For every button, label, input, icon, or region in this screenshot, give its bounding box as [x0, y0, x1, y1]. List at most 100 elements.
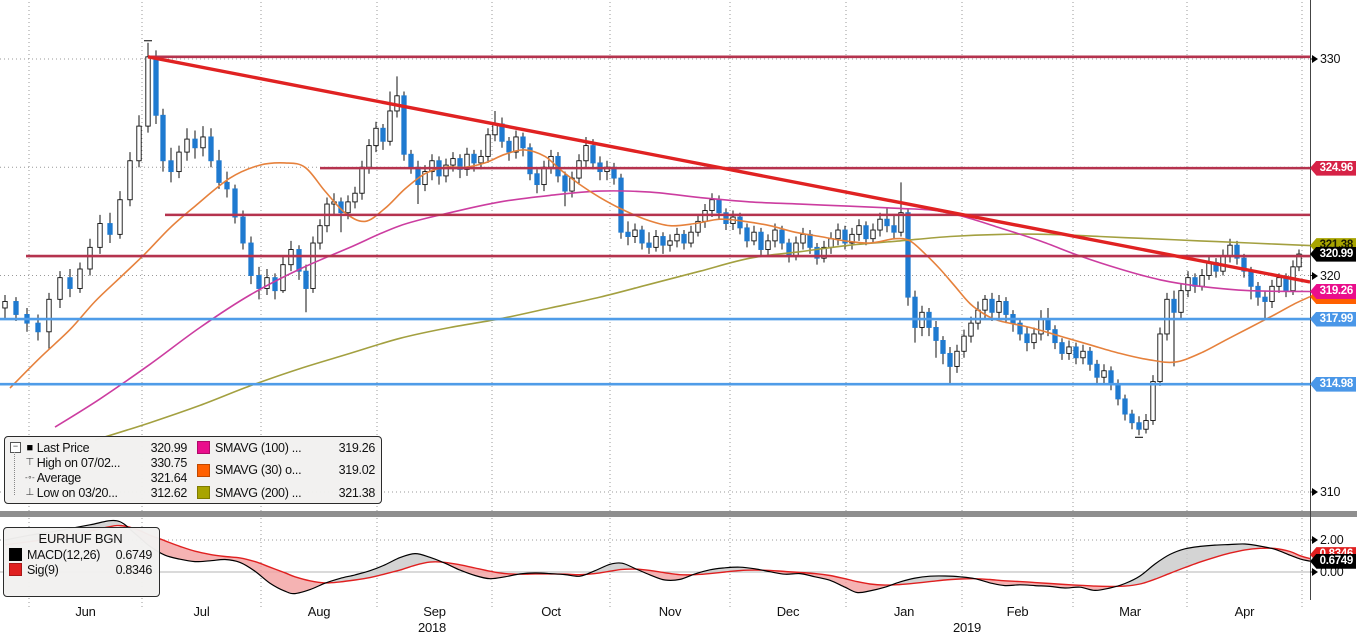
candle-down — [1248, 270, 1254, 287]
candle-down — [534, 173, 540, 186]
candle-up — [366, 145, 372, 168]
candle-up — [422, 171, 428, 186]
candle-down — [1262, 296, 1268, 302]
legend-value: 330.75 — [150, 455, 188, 470]
legend-value: 312.62 — [150, 485, 188, 500]
legend-row-smavg100[interactable]: SMAVG (100) ... 319.26 — [197, 440, 375, 455]
candle-down — [380, 127, 386, 142]
legend-row-sig[interactable]: Sig(9) 0.8346 — [9, 562, 152, 577]
candle-down — [153, 56, 159, 116]
candle-up — [1206, 262, 1212, 276]
candle-up — [184, 138, 190, 153]
macd-fill — [845, 578, 857, 593]
candle-up — [800, 233, 806, 244]
candle-down — [401, 95, 407, 155]
candle-up — [1269, 285, 1275, 302]
candle-down — [160, 114, 166, 162]
sig-line — [4, 524, 1311, 588]
candle-up — [310, 242, 316, 289]
legend-row-macd[interactable]: MACD(12,26) 0.6749 — [9, 547, 152, 562]
legend-label: Last Price — [36, 440, 90, 455]
candle-up — [485, 134, 491, 157]
candle-up — [1276, 277, 1282, 287]
candle-up — [176, 151, 182, 173]
candle-up — [828, 238, 834, 248]
candle-down — [891, 225, 897, 233]
candle-down — [863, 225, 869, 240]
candle-up — [127, 160, 133, 201]
legend-row-smavg200[interactable]: SMAVG (200) ... 321.38 — [197, 485, 375, 500]
candle-down — [1073, 346, 1079, 359]
macd-fill — [1140, 564, 1155, 584]
candle-up — [1164, 298, 1170, 335]
legend-row-average[interactable]: -∘- Average 321.64 — [23, 470, 187, 485]
smavg30-line — [9, 149, 1311, 389]
candle-down — [842, 229, 848, 244]
candle-down — [786, 242, 792, 257]
price-legend-box[interactable]: − ■ Last Price 320.99 ⊤ High on 07/02...… — [4, 436, 382, 504]
legend-label: MACD(12,26) — [27, 547, 101, 562]
candle-down — [408, 153, 414, 168]
candle-up — [373, 127, 379, 147]
candle-up — [709, 199, 715, 212]
candle-up — [200, 136, 206, 149]
candle-down — [296, 249, 302, 272]
macd-legend-box[interactable]: EURHUF BGN MACD(12,26) 0.6749 Sig(9) 0.8… — [3, 527, 160, 597]
legend-value: 320.99 — [150, 440, 188, 455]
macd-fill — [285, 572, 295, 594]
candle-up — [653, 236, 659, 248]
candle-up — [450, 158, 456, 166]
candle-up — [541, 166, 547, 186]
candle-up — [583, 145, 589, 162]
candle-up — [429, 160, 435, 173]
legend-tree-line — [14, 452, 15, 495]
candle-down — [1129, 413, 1135, 424]
macd-fill — [857, 581, 870, 593]
candle-down — [1171, 298, 1177, 313]
candle-up — [870, 229, 876, 240]
candle-down — [884, 218, 890, 227]
smavg30-chip-icon — [197, 463, 210, 477]
candle-up — [898, 212, 904, 233]
smavg100-line — [54, 190, 1311, 428]
candle-down — [1122, 398, 1128, 415]
candle-down — [256, 275, 262, 289]
candle-up — [835, 229, 841, 240]
candle-down — [1087, 350, 1093, 365]
candle-up — [975, 309, 981, 324]
candle-down — [192, 138, 198, 149]
candle-down — [989, 298, 995, 313]
candle-up — [1157, 333, 1163, 383]
candle-up — [57, 277, 63, 300]
candle-down — [625, 231, 631, 237]
candle-up — [352, 192, 358, 203]
candle-up — [1101, 370, 1107, 378]
legend-row-last-price[interactable]: ■ Last Price 320.99 — [23, 440, 188, 455]
candle-up — [667, 240, 673, 246]
macd-fill — [870, 584, 885, 591]
candle-down — [618, 177, 624, 233]
legend-expander-icon[interactable]: − — [10, 442, 21, 453]
candle-down — [639, 229, 645, 244]
legend-row-low[interactable]: ⊥ Low on 03/20... 312.62 — [23, 485, 187, 500]
legend-label: SMAVG (200) ... — [215, 485, 302, 500]
candle-down — [272, 277, 278, 292]
candle-up — [982, 298, 988, 311]
legend-row-smavg30[interactable]: SMAVG (30) o... 319.02 — [197, 463, 375, 478]
candle-up — [688, 231, 694, 244]
candle-up — [478, 155, 484, 164]
candle-down — [107, 223, 113, 235]
candle-up — [317, 225, 323, 244]
smavg100-chip-icon — [197, 441, 210, 454]
legend-label: Sig(9) — [27, 562, 59, 577]
legend-label: SMAVG (100) ... — [215, 440, 302, 455]
candle-up — [443, 164, 449, 177]
candle-up — [387, 110, 393, 142]
legend-row-high[interactable]: ⊤ High on 07/02... 330.75 — [23, 455, 187, 470]
candle-up — [765, 240, 771, 250]
candle-down — [13, 301, 19, 315]
candle-up — [87, 246, 93, 270]
macd-fill — [295, 576, 310, 594]
